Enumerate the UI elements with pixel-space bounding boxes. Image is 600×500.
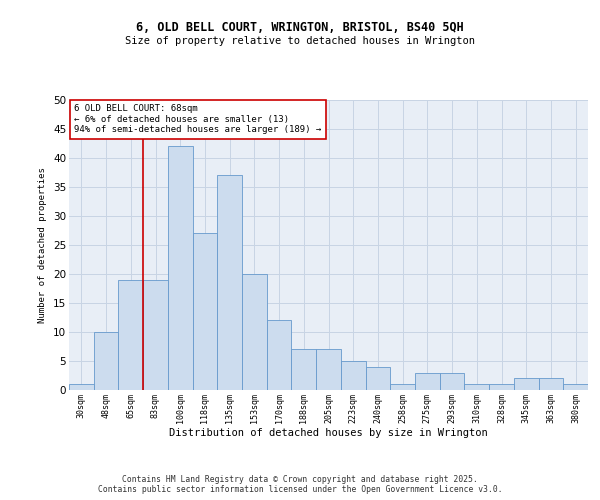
- Bar: [316, 350, 341, 390]
- Bar: [440, 372, 464, 390]
- Bar: [464, 384, 489, 390]
- Bar: [489, 384, 514, 390]
- Bar: [217, 176, 242, 390]
- Bar: [514, 378, 539, 390]
- Bar: [415, 372, 440, 390]
- X-axis label: Distribution of detached houses by size in Wrington: Distribution of detached houses by size …: [169, 428, 488, 438]
- Text: 6 OLD BELL COURT: 68sqm
← 6% of detached houses are smaller (13)
94% of semi-det: 6 OLD BELL COURT: 68sqm ← 6% of detached…: [74, 104, 322, 134]
- Bar: [341, 361, 365, 390]
- Bar: [118, 280, 143, 390]
- Bar: [69, 384, 94, 390]
- Bar: [267, 320, 292, 390]
- Bar: [94, 332, 118, 390]
- Bar: [242, 274, 267, 390]
- Bar: [563, 384, 588, 390]
- Bar: [292, 350, 316, 390]
- Y-axis label: Number of detached properties: Number of detached properties: [38, 167, 47, 323]
- Bar: [539, 378, 563, 390]
- Bar: [193, 234, 217, 390]
- Text: 6, OLD BELL COURT, WRINGTON, BRISTOL, BS40 5QH: 6, OLD BELL COURT, WRINGTON, BRISTOL, BS…: [136, 21, 464, 34]
- Bar: [168, 146, 193, 390]
- Text: Size of property relative to detached houses in Wrington: Size of property relative to detached ho…: [125, 36, 475, 46]
- Text: Contains HM Land Registry data © Crown copyright and database right 2025.
Contai: Contains HM Land Registry data © Crown c…: [98, 474, 502, 494]
- Bar: [143, 280, 168, 390]
- Bar: [365, 367, 390, 390]
- Bar: [390, 384, 415, 390]
